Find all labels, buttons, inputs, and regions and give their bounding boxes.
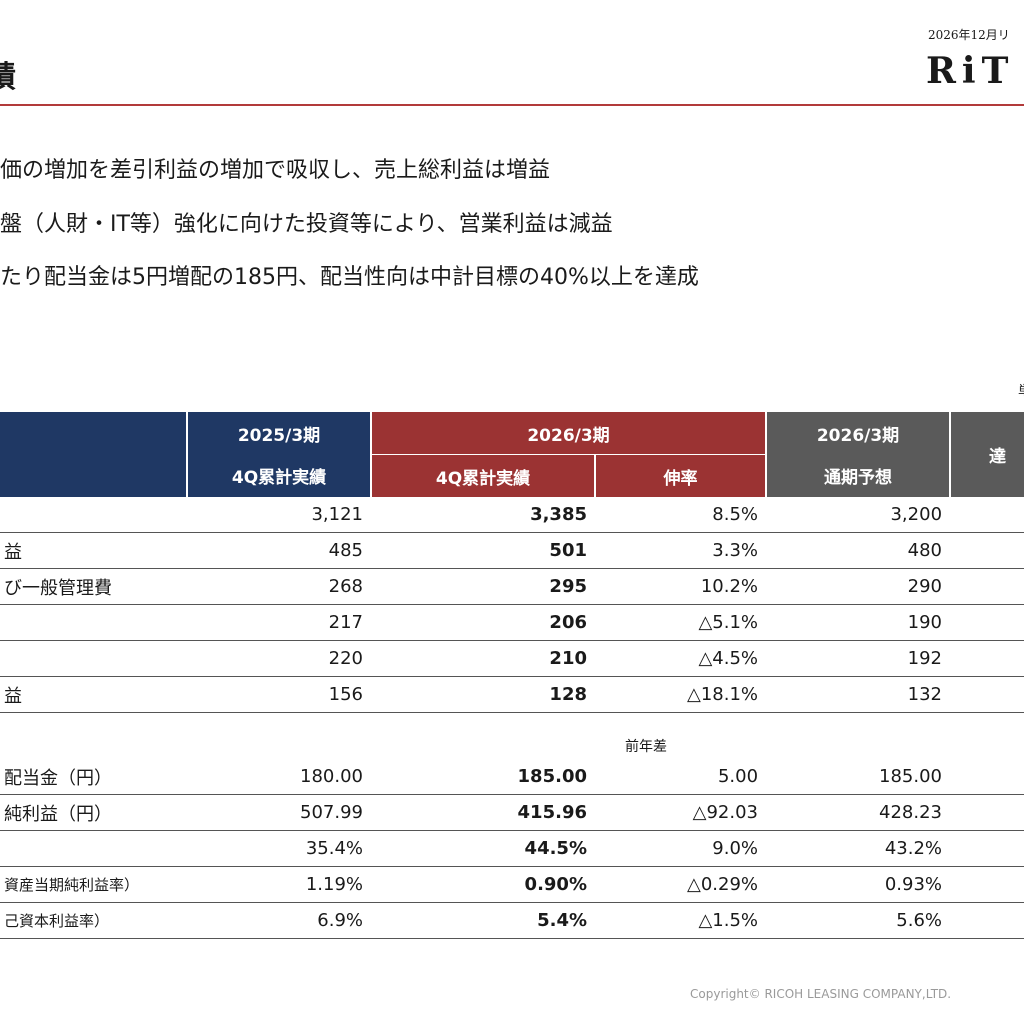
curr-value: 185.00 [371, 759, 595, 795]
curr-value: 44.5% [371, 830, 595, 867]
prev-value: 1.19% [187, 866, 371, 903]
table-row: 益 156 128 △18.1% 132 [0, 676, 1024, 713]
prev-value: 507.99 [187, 794, 371, 831]
prev-value: 485 [187, 532, 371, 569]
curr-value: 0.90% [371, 866, 595, 903]
prev-value: 268 [187, 568, 371, 605]
table-row: び一般管理費 268 295 10.2% 290 [0, 568, 1024, 605]
diff-value: 9.0% [595, 830, 767, 867]
forecast-value: 43.2% [766, 830, 951, 867]
row-label [0, 640, 187, 677]
prev-value: 180.00 [187, 759, 371, 795]
forecast-value: 3,200 [766, 497, 951, 533]
achievement-value [950, 676, 1024, 713]
table-row: 3,121 3,385 8.5% 3,200 [0, 497, 1024, 533]
growth-rate: 10.2% [595, 568, 767, 605]
curr-value: 3,385 [371, 497, 595, 533]
header-divider [0, 104, 1024, 106]
row-label [0, 830, 187, 867]
table-spacer [0, 713, 1024, 734]
summary-bullet-2: 盤（人財・IT等）強化に向けた投資等により、営業利益は減益 [0, 212, 613, 237]
report-date: 2026年12月リ [928, 28, 1010, 42]
curr-value: 210 [371, 640, 595, 677]
copyright-notice: Copyright© RICOH LEASING COMPANY,LTD. [690, 987, 952, 1001]
curr-value: 415.96 [371, 794, 595, 831]
row-label [0, 497, 187, 533]
forecast-value: 132 [766, 676, 951, 713]
diff-value: 5.00 [595, 759, 767, 795]
prev-value: 220 [187, 640, 371, 677]
table-row: 配当金（円） 180.00 185.00 5.00 185.00 [0, 759, 1024, 795]
header-fy2025-sub: 4Q累計実績 [187, 454, 372, 497]
achievement-value [950, 759, 1024, 795]
forecast-value: 190 [766, 604, 951, 641]
forecast-value: 185.00 [766, 759, 951, 795]
achievement-value [950, 866, 1024, 903]
forecast-value: 0.93% [766, 866, 951, 903]
header-label-cell [0, 412, 188, 497]
header-forecast: 2026/3期 [766, 412, 952, 455]
header-achievement: 達 [950, 412, 1024, 497]
forecast-value: 290 [766, 568, 951, 605]
curr-value: 295 [371, 568, 595, 605]
achievement-value [950, 902, 1024, 939]
table-row: 純利益（円） 507.99 415.96 △92.03 428.23 [0, 794, 1024, 831]
forecast-value: 480 [766, 532, 951, 569]
row-label: び一般管理費 [0, 568, 187, 605]
achievement-value [950, 640, 1024, 677]
achievement-value [950, 568, 1024, 605]
table-row: 217 206 △5.1% 190 [0, 604, 1024, 641]
results-table: 2025/3期 2026/3期 2026/3期 達 4Q累計実績 4Q累計実績 … [0, 412, 1024, 939]
table-subheader: 前年差 [0, 733, 1024, 759]
table-row: 資産当期純利益率） 1.19% 0.90% △0.29% 0.93% [0, 866, 1024, 903]
forecast-value: 428.23 [766, 794, 951, 831]
row-label: 資産当期純利益率） [0, 866, 187, 903]
growth-rate: 8.5% [595, 497, 767, 533]
header-fy2026-actual: 4Q累計実績 [371, 454, 596, 497]
header-forecast-sub: 通期予想 [766, 454, 952, 497]
page-title: 績 [0, 60, 16, 95]
row-label: 益 [0, 532, 187, 569]
forecast-value: 192 [766, 640, 951, 677]
growth-rate: △4.5% [595, 640, 767, 677]
growth-rate: 3.3% [595, 532, 767, 569]
table-row: 220 210 △4.5% 192 [0, 640, 1024, 677]
forecast-value: 5.6% [766, 902, 951, 939]
curr-value: 501 [371, 532, 595, 569]
company-logo: RiT [926, 50, 1015, 92]
growth-rate: △5.1% [595, 604, 767, 641]
row-label: 益 [0, 676, 187, 713]
table-row: 益 485 501 3.3% 480 [0, 532, 1024, 569]
row-label [0, 604, 187, 641]
achievement-value [950, 497, 1024, 533]
prev-value: 3,121 [187, 497, 371, 533]
row-label: 配当金（円） [0, 759, 187, 795]
row-label: 純利益（円） [0, 794, 187, 831]
diff-label: 前年差 [625, 739, 667, 755]
diff-value: △0.29% [595, 866, 767, 903]
achievement-value [950, 532, 1024, 569]
table-row: 己資本利益率） 6.9% 5.4% △1.5% 5.6% [0, 902, 1024, 939]
prev-value: 217 [187, 604, 371, 641]
header-fy2026: 2026/3期 [371, 412, 768, 455]
achievement-value [950, 604, 1024, 641]
prev-value: 156 [187, 676, 371, 713]
header-fy2026-growth: 伸率 [595, 454, 768, 497]
row-label: 己資本利益率） [0, 902, 187, 939]
prev-value: 6.9% [187, 902, 371, 939]
achievement-value [950, 830, 1024, 867]
unit-note: 単 [1018, 380, 1024, 399]
achievement-value [950, 794, 1024, 831]
diff-value: △1.5% [595, 902, 767, 939]
curr-value: 128 [371, 676, 595, 713]
table-row: 35.4% 44.5% 9.0% 43.2% [0, 830, 1024, 867]
header-fy2025: 2025/3期 [187, 412, 372, 455]
growth-rate: △18.1% [595, 676, 767, 713]
summary-bullet-1: 価の増加を差引利益の増加で吸収し、売上総利益は増益 [0, 158, 551, 183]
diff-value: △92.03 [595, 794, 767, 831]
summary-bullet-3: たり配当金は5円増配の185円、配当性向は中計目標の40%以上を達成 [0, 265, 699, 290]
prev-value: 35.4% [187, 830, 371, 867]
curr-value: 206 [371, 604, 595, 641]
curr-value: 5.4% [371, 902, 595, 939]
